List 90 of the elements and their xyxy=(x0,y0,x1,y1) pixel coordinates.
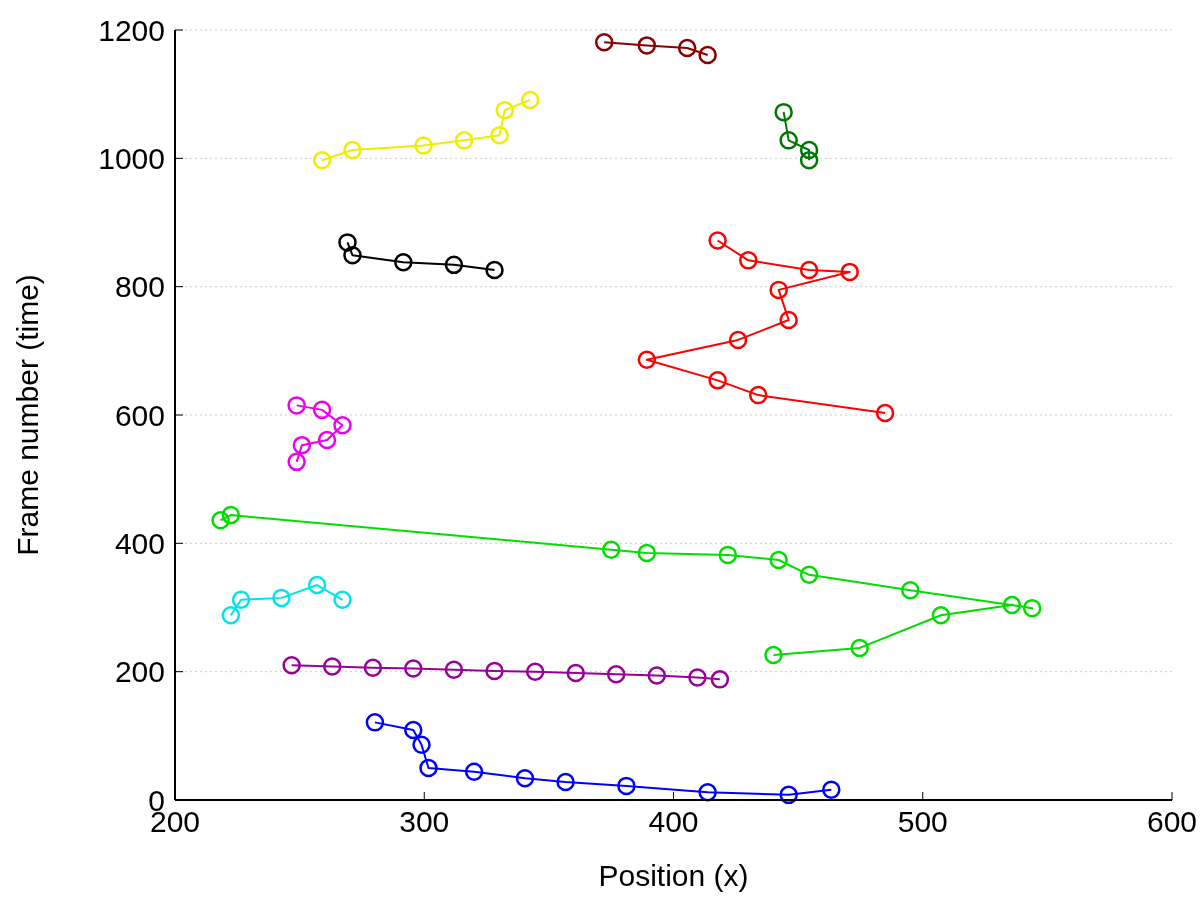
point xyxy=(292,435,312,455)
point xyxy=(606,664,626,684)
point xyxy=(287,396,306,415)
x-tick-label: 600 xyxy=(1146,805,1198,838)
y-tick-label: 200 xyxy=(114,655,165,689)
point xyxy=(698,45,717,65)
point xyxy=(1002,595,1022,615)
point xyxy=(718,545,738,565)
point xyxy=(764,645,783,665)
point xyxy=(414,136,433,155)
point xyxy=(221,605,241,625)
point xyxy=(698,783,717,802)
point xyxy=(822,780,841,799)
point xyxy=(520,90,540,110)
point xyxy=(774,102,793,122)
point xyxy=(490,125,509,145)
point xyxy=(677,38,697,58)
point xyxy=(875,403,895,423)
point xyxy=(312,151,332,170)
point xyxy=(710,670,730,689)
point xyxy=(323,657,342,676)
point xyxy=(637,36,657,55)
point xyxy=(272,588,291,608)
point xyxy=(343,245,362,265)
point xyxy=(901,580,920,600)
y-tick-label: 400 xyxy=(114,526,165,560)
point xyxy=(617,776,636,796)
point xyxy=(594,32,614,52)
point xyxy=(365,713,385,732)
point xyxy=(317,430,337,450)
y-axis-title: Frame number (time) xyxy=(11,274,44,556)
point xyxy=(444,255,464,275)
y-tick-label: 800 xyxy=(114,270,165,304)
point xyxy=(221,505,241,525)
point xyxy=(394,253,413,272)
point xyxy=(779,310,798,330)
point xyxy=(850,638,869,658)
point xyxy=(343,140,362,160)
point xyxy=(495,100,515,120)
point xyxy=(566,663,586,683)
point xyxy=(525,662,545,681)
point xyxy=(231,590,251,610)
point xyxy=(307,575,327,595)
point xyxy=(728,330,748,350)
point xyxy=(749,385,768,405)
y-tick-label: 600 xyxy=(114,398,165,432)
point xyxy=(454,131,474,150)
point xyxy=(515,768,535,788)
point xyxy=(333,590,352,610)
point xyxy=(419,758,438,778)
point xyxy=(601,540,621,559)
point xyxy=(282,656,301,675)
point xyxy=(312,400,332,420)
point xyxy=(688,668,707,687)
point xyxy=(799,260,819,280)
point xyxy=(769,550,788,570)
point xyxy=(799,140,819,160)
point xyxy=(1022,598,1042,618)
point xyxy=(739,251,758,270)
point xyxy=(444,660,464,679)
point xyxy=(799,151,819,170)
point xyxy=(931,605,951,625)
x-axis-title: Position (x) xyxy=(598,859,749,892)
y-tick-label: 1200 xyxy=(98,13,165,47)
point xyxy=(779,131,798,150)
point xyxy=(485,661,504,681)
x-tick-label: 400 xyxy=(648,805,699,838)
point xyxy=(338,233,357,252)
point xyxy=(637,543,657,563)
point xyxy=(287,452,306,472)
y-tick-label: 1000 xyxy=(98,141,165,175)
point xyxy=(647,666,667,685)
point xyxy=(211,510,230,530)
point xyxy=(464,762,484,782)
point xyxy=(333,416,352,435)
point xyxy=(708,231,727,250)
point xyxy=(363,658,383,678)
point xyxy=(485,260,504,280)
point xyxy=(799,565,819,585)
point xyxy=(412,735,431,755)
point xyxy=(637,350,657,370)
x-tick-label: 500 xyxy=(897,805,948,838)
point xyxy=(556,772,575,792)
point xyxy=(708,371,727,390)
x-tick-label: 300 xyxy=(399,805,450,838)
point xyxy=(779,785,798,805)
point xyxy=(404,720,423,740)
point xyxy=(769,280,788,300)
point xyxy=(404,659,423,678)
point xyxy=(840,262,859,282)
